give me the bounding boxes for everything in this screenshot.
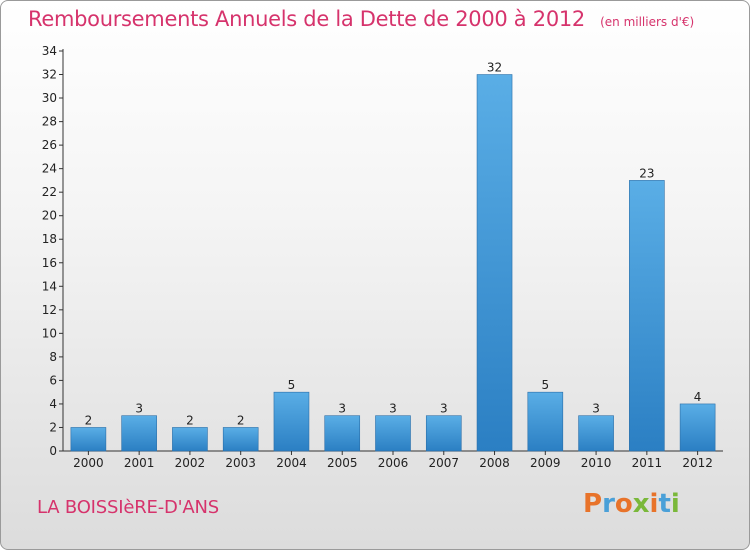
y-tick-label: 6 — [49, 373, 57, 387]
x-tick-label: 2008 — [479, 456, 510, 470]
brand-logo: Proxiti — [583, 489, 680, 519]
x-tick-label: 2000 — [73, 456, 104, 470]
y-tick-label: 24 — [42, 162, 57, 176]
y-tick-label: 18 — [42, 232, 57, 246]
x-tick-label: 2002 — [175, 456, 206, 470]
data-label: 3 — [592, 402, 600, 416]
x-tick-label: 2006 — [378, 456, 409, 470]
x-tick-label: 2012 — [682, 456, 713, 470]
x-tick-label: 2011 — [632, 456, 663, 470]
x-tick-label: 2003 — [225, 456, 256, 470]
bar — [679, 403, 716, 452]
y-tick-label: 8 — [49, 350, 57, 364]
chart-subtitle: (en milliers d'€) — [600, 15, 695, 29]
brand-letter: P — [583, 489, 603, 519]
y-tick-label: 28 — [42, 115, 57, 129]
x-tick-label: 2005 — [327, 456, 358, 470]
y-tick-label: 20 — [42, 209, 57, 223]
data-label: 3 — [338, 402, 346, 416]
data-label: 32 — [487, 61, 502, 75]
x-tick-label: 2007 — [428, 456, 459, 470]
brand-letter: o — [614, 489, 633, 519]
y-tick-label: 4 — [49, 397, 57, 411]
y-tick-label: 16 — [42, 256, 57, 270]
y-tick-label: 14 — [42, 279, 57, 293]
bar — [324, 415, 361, 452]
brand-letter: i — [670, 489, 680, 519]
data-label: 4 — [694, 390, 702, 404]
bar — [425, 415, 462, 452]
bar — [578, 415, 614, 452]
data-label: 3 — [440, 402, 448, 416]
y-tick-label: 30 — [42, 91, 57, 105]
data-label: 2 — [186, 413, 194, 427]
chart-header: Remboursements Annuels de la Dette de 20… — [28, 7, 694, 31]
data-label: 5 — [541, 378, 549, 392]
x-tick-label: 2004 — [276, 456, 307, 470]
brand-letter: r — [602, 489, 615, 519]
brand-letter: t — [658, 489, 671, 519]
y-tick-label: 12 — [42, 303, 57, 317]
chart-title: Remboursements Annuels de la Dette de 20… — [28, 7, 585, 31]
bar — [222, 427, 259, 452]
data-label: 3 — [135, 402, 143, 416]
bar — [476, 74, 513, 452]
data-label: 2 — [237, 413, 245, 427]
y-tick-label: 32 — [42, 68, 57, 82]
data-label: 2 — [85, 413, 93, 427]
bar — [172, 427, 208, 452]
x-tick-label: 2009 — [530, 456, 561, 470]
bar — [527, 391, 564, 452]
bar — [121, 415, 157, 452]
x-tick-label: 2001 — [124, 456, 155, 470]
y-tick-label: 2 — [49, 420, 57, 434]
x-tick-label: 2010 — [581, 456, 612, 470]
bar — [629, 180, 665, 452]
data-label: 23 — [639, 166, 654, 180]
place-name: LA BOISSIèRE-D'ANS — [37, 497, 220, 518]
data-label: 3 — [389, 402, 397, 416]
brand-letter: i — [649, 489, 659, 519]
y-tick-label: 0 — [49, 444, 57, 458]
bar — [375, 415, 411, 452]
y-tick-label: 26 — [42, 138, 57, 152]
bar — [70, 427, 107, 452]
y-tick-label: 22 — [42, 185, 57, 199]
y-tick-label: 34 — [42, 44, 57, 58]
y-tick-label: 10 — [42, 326, 57, 340]
brand-letter: x — [632, 489, 650, 519]
data-label: 5 — [288, 378, 296, 392]
bar — [273, 391, 310, 452]
